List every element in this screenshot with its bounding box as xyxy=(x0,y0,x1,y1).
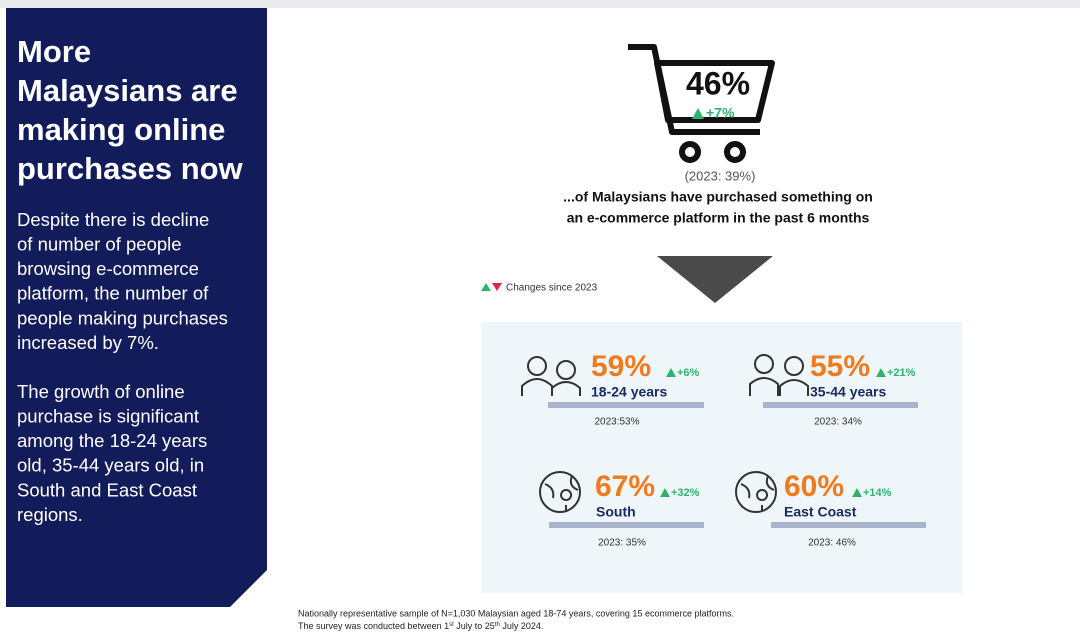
footnote: The survey was conducted between 1st Jul… xyxy=(298,621,543,631)
segment-bar xyxy=(549,522,704,528)
segment-bar xyxy=(771,522,926,528)
panel-body: purchase is significant xyxy=(17,405,199,426)
up-icon xyxy=(666,368,676,377)
segment-change: +14% xyxy=(863,487,892,499)
segment-value: 59% xyxy=(591,350,651,383)
panel-body: browsing e-commerce xyxy=(17,258,199,279)
headline-value: 46% xyxy=(686,65,750,101)
footnote-part: July 2024. xyxy=(500,621,544,631)
down-icon xyxy=(492,283,502,291)
segment-label: 35-44 years xyxy=(810,384,887,400)
segment-previous: 2023: 35% xyxy=(598,538,646,549)
panel-body: The growth of online xyxy=(17,381,185,402)
segment-bar xyxy=(548,402,704,408)
footnote: Nationally representative sample of N=1,… xyxy=(298,608,734,618)
down-arrow xyxy=(657,256,773,303)
panel-body: among the 18-24 years xyxy=(17,430,207,451)
panel-body: South and East Coast xyxy=(17,479,197,500)
segments-box xyxy=(481,322,962,593)
legend-label: Changes since 2023 xyxy=(506,283,598,294)
up-icon xyxy=(876,368,886,377)
segment-change: +21% xyxy=(887,367,916,379)
panel-body: Despite there is decline xyxy=(17,209,209,230)
panel-body: of number of people xyxy=(17,233,182,254)
globe-icon xyxy=(539,471,581,513)
segment-value: 55% xyxy=(810,350,870,383)
side-panel xyxy=(6,8,267,607)
segment-previous: 2023: 46% xyxy=(808,538,856,549)
top-bar xyxy=(0,0,1080,8)
panel-body: old, 35-44 years old, in xyxy=(17,455,204,476)
segment-label: South xyxy=(596,504,636,520)
segment-previous: 2023:53% xyxy=(594,417,639,428)
panel-body: increased by 7%. xyxy=(17,332,159,353)
cart-icon xyxy=(628,44,775,163)
panel-body: people making purchases xyxy=(17,307,228,328)
panel-title: More xyxy=(17,34,91,69)
segment-value: 60% xyxy=(784,470,844,503)
up-icon xyxy=(852,488,862,497)
panel-title: making online xyxy=(17,112,225,147)
headline-change: +7% xyxy=(706,105,735,121)
headline-previous: (2023: 39%) xyxy=(685,168,756,183)
segment-change: +6% xyxy=(677,367,700,379)
panel-title: Malaysians are xyxy=(17,73,238,108)
up-icon xyxy=(660,488,670,497)
caption: ...of Malaysians have purchased somethin… xyxy=(563,189,873,205)
globe-icon xyxy=(735,471,777,513)
panel-title: purchases now xyxy=(17,151,244,186)
segment-label: East Coast xyxy=(784,504,857,520)
segment-change: +32% xyxy=(671,487,700,499)
people-icon xyxy=(749,354,809,396)
caption: an e-commerce platform in the past 6 mon… xyxy=(567,210,870,226)
footnote-part: st xyxy=(449,622,454,628)
footnote-part: th xyxy=(495,622,500,628)
people-icon xyxy=(521,356,581,396)
up-icon xyxy=(692,108,704,119)
segment-bar xyxy=(763,402,918,408)
footnote-part: July to 25 xyxy=(454,621,495,631)
segment-label: 18-24 years xyxy=(591,384,668,400)
footnote-part: The survey was conducted between 1 xyxy=(298,621,449,631)
segment-previous: 2023: 34% xyxy=(814,417,862,428)
segment-value: 67% xyxy=(595,470,655,503)
panel-body: platform, the number of xyxy=(17,283,209,304)
up-icon xyxy=(481,283,491,291)
panel-body: regions. xyxy=(17,504,83,525)
